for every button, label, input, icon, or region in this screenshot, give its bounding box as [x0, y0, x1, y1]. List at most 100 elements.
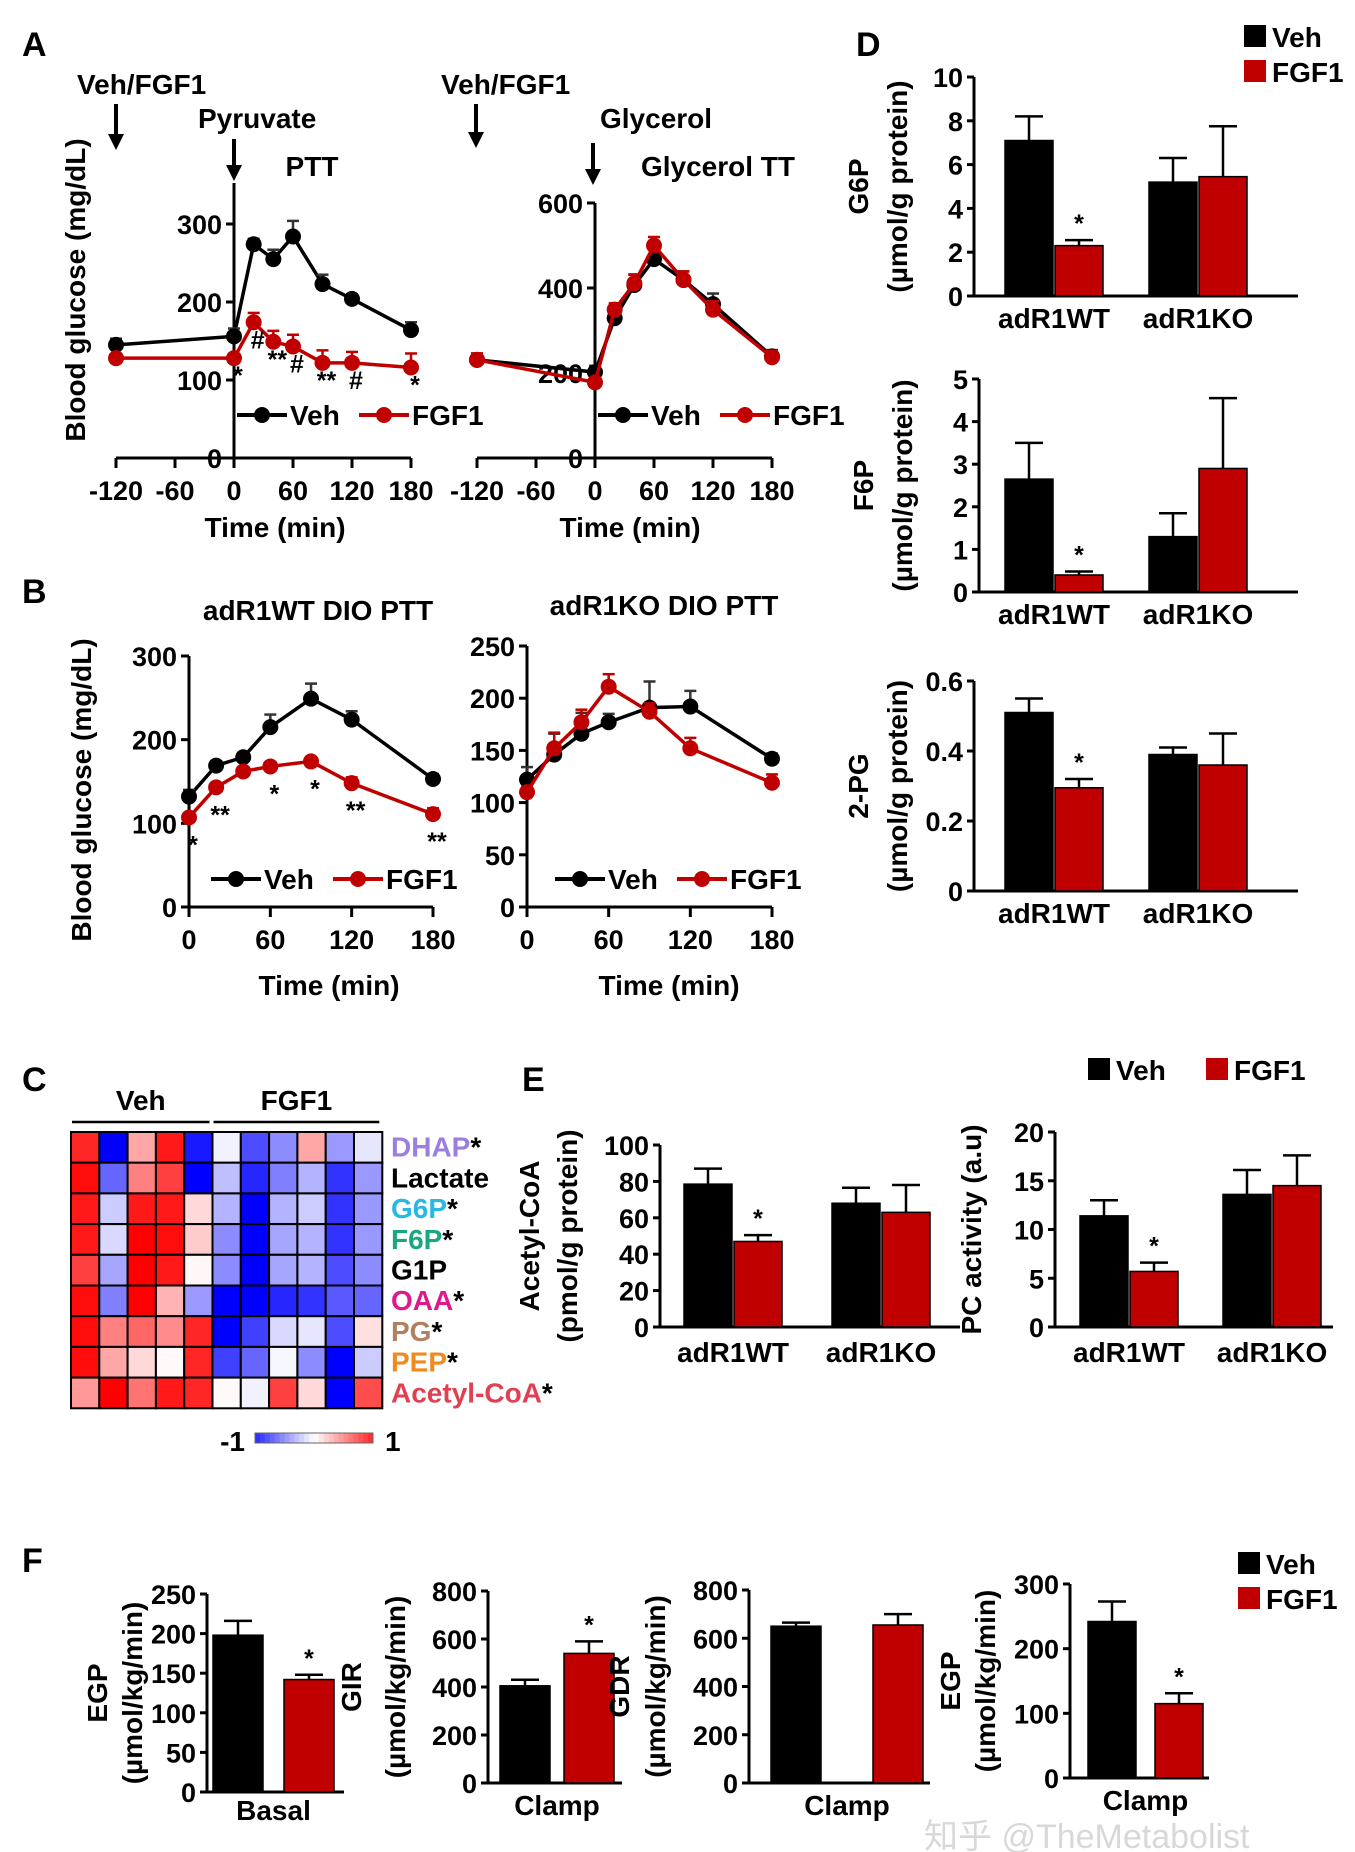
- y-tick-label: 150: [470, 736, 515, 766]
- y-tick-label: 300: [1014, 1570, 1059, 1600]
- group-label: FGF1: [261, 1085, 333, 1116]
- heatmap-cell: [98, 1192, 129, 1226]
- heatmap-cell: [239, 1345, 271, 1379]
- colorbar-segment: [323, 1433, 330, 1443]
- y-tick-label: 60: [619, 1204, 649, 1234]
- x-tick-label: -120: [450, 476, 504, 506]
- heatmap-cell: [353, 1192, 384, 1226]
- heatmap-cell: [324, 1223, 356, 1256]
- arrow-icon-head: [468, 132, 484, 148]
- y-tick-label: 800: [693, 1576, 738, 1606]
- heatmap-cell: [98, 1345, 129, 1379]
- heatmap-cell: [296, 1315, 327, 1348]
- legend-marker-fgf1: [737, 407, 753, 423]
- heatmap-cell: [353, 1345, 384, 1379]
- category-label: adR1KO: [1217, 1337, 1327, 1368]
- y-tick-label: 0: [1029, 1313, 1044, 1343]
- heatmap-cell: [70, 1131, 101, 1164]
- significance-marker: *: [470, 1132, 481, 1163]
- category-label: adR1KO: [1143, 898, 1253, 929]
- bar-fgf1-adr1wt: [733, 1240, 783, 1328]
- x-axis-label: Time (min): [258, 970, 399, 1001]
- data-point-veh: [235, 749, 252, 766]
- data-point-veh: [403, 322, 419, 339]
- heatmap-cell: [211, 1131, 242, 1164]
- heatmap-cell: [268, 1131, 299, 1164]
- data-point-veh: [226, 328, 242, 345]
- heatmap-cell: [126, 1192, 157, 1226]
- legend-label: Veh: [608, 864, 658, 895]
- bar-chart-F_egp_clamp: 0 100 200 300 Clamp * EGP (µmol/kg/min) Veh FGF1: [935, 1549, 1338, 1816]
- bar-fgf1-adr1wt: [1054, 787, 1104, 892]
- significance-marker: *: [1149, 1233, 1159, 1261]
- row-label: Acetyl-CoA*: [391, 1377, 553, 1408]
- colorbar-segment: [338, 1433, 344, 1443]
- row-label: DHAP*: [391, 1132, 481, 1163]
- y-axis-unit-label: (pmol/g protein): [552, 1129, 583, 1342]
- heatmap-cell: [183, 1161, 214, 1195]
- heatmap-cell: [296, 1345, 327, 1379]
- heatmap-cell: [98, 1315, 129, 1348]
- colorbar-segment: [309, 1433, 315, 1443]
- data-point-fgf1: [425, 806, 441, 823]
- heatmap-cell: [126, 1223, 157, 1256]
- y-axis-unit-label: (µmol/kg/min): [117, 1602, 148, 1785]
- y-axis-label: Acetyl-CoA: [514, 1161, 545, 1312]
- bar-veh-clamp: [499, 1685, 551, 1784]
- legend-label: FGF1: [730, 864, 802, 895]
- data-point-fgf1: [606, 301, 623, 318]
- heatmap-cell: [126, 1131, 157, 1164]
- row-label-text: G6P: [391, 1193, 447, 1224]
- series-line-fgf1: [476, 242, 774, 385]
- significance-marker: *: [584, 1611, 594, 1639]
- y-tick-label: 600: [538, 189, 583, 219]
- heatmap-cell: [183, 1345, 214, 1379]
- bar-veh-adr1wt: [1004, 139, 1054, 297]
- bar-veh-clamp: [1087, 1620, 1137, 1779]
- heatmap-cell: [353, 1284, 384, 1318]
- colorbar-segment: [348, 1433, 354, 1443]
- data-point-veh: [265, 251, 282, 268]
- data-point-veh: [245, 236, 262, 253]
- heatmap-cell: [70, 1284, 101, 1318]
- data-point-fgf1: [764, 349, 780, 366]
- data-point-veh: [303, 690, 319, 707]
- y-tick-label: 8: [948, 107, 963, 137]
- y-tick-label: 200: [693, 1721, 738, 1751]
- bar-fgf1-adr1ko: [1198, 764, 1248, 892]
- data-point-fgf1: [641, 703, 658, 720]
- heatmap-cell: [183, 1284, 214, 1318]
- y-axis-unit-label: (µmol/g protein): [882, 80, 913, 292]
- y-tick-label: 0: [207, 444, 222, 474]
- y-axis-unit-label: (µmol/g protein): [887, 379, 918, 591]
- data-point-fgf1: [546, 740, 563, 757]
- heatmap-cell: [183, 1223, 214, 1256]
- bar-chart-F_egp_basal: 0 50 100 150 200 250 Basal * EGP (µmol/kg/min): [82, 1580, 344, 1826]
- y-axis-unit-label: (µmol/kg/min): [640, 1595, 671, 1778]
- y-tick-label: 4: [948, 194, 963, 224]
- y-tick-label: 0.4: [925, 737, 963, 767]
- y-tick-label: 0: [162, 893, 177, 923]
- x-tick-label: 0: [519, 925, 534, 955]
- data-point-fgf1: [587, 374, 603, 391]
- y-tick-label: 250: [151, 1580, 196, 1610]
- colorbar-segment: [294, 1433, 300, 1443]
- heatmap-cell: [70, 1161, 101, 1195]
- data-point-veh: [262, 719, 279, 736]
- heatmap-cell: [296, 1131, 327, 1164]
- bar-veh-adr1wt: [1004, 478, 1054, 593]
- data-point-fgf1: [519, 784, 535, 801]
- heatmap-cell: [296, 1253, 327, 1287]
- y-tick-label: 80: [619, 1167, 649, 1197]
- legend-label: FGF1: [1266, 1584, 1338, 1615]
- data-point-fgf1: [764, 774, 780, 791]
- significance-marker: *: [1074, 542, 1084, 570]
- data-point-veh: [573, 725, 590, 742]
- legend-marker-fgf1: [376, 407, 392, 423]
- data-point-fgf1: [226, 350, 242, 367]
- colorbar-segment: [255, 1433, 261, 1443]
- bar-chart-E_pc: 0 5 10 15 20 adR1WT adR1KO * PC activity (a.u) Ve…: [956, 1055, 1333, 1368]
- y-tick-label: 600: [432, 1625, 477, 1655]
- category-label: adR1WT: [677, 1337, 789, 1368]
- x-axis-label: Time (min): [598, 970, 739, 1001]
